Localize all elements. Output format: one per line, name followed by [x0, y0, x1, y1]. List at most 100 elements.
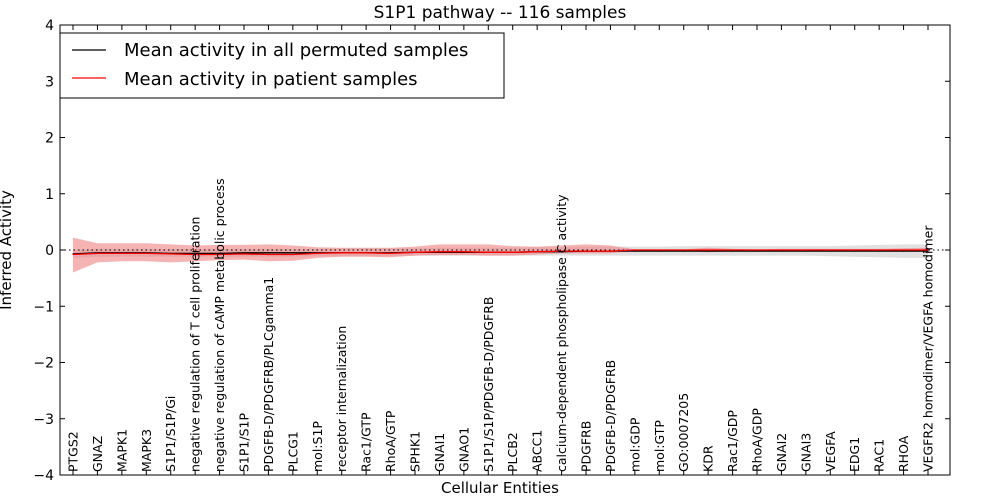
point-series-1-28 [756, 249, 758, 251]
x-tick-labels: PTGS2 GNAZ MAPK1 MAPK3 S1P1/S1P/Gi negative r… [66, 178, 936, 472]
point-series-0-32 [854, 250, 856, 252]
point-series-0-9 [292, 252, 294, 254]
x-tick-label: PLCB2 [505, 432, 520, 472]
plot-frame [59, 24, 951, 476]
legend-label-permuted: Mean activity in all permuted samples [124, 40, 468, 61]
y-tick-label: −4 [33, 468, 54, 484]
point-series-1-4 [170, 253, 172, 255]
point-series-0-25 [683, 250, 685, 252]
band-series-1 [73, 237, 928, 273]
y-tick-label: 1 [45, 187, 54, 203]
point-series-1-3 [145, 252, 147, 254]
y-tick-label: 0 [45, 243, 54, 259]
point-series-0-7 [243, 252, 245, 254]
point-series-1-0 [72, 253, 74, 256]
x-tick-label: PTGS2 [66, 431, 81, 472]
x-tick-label: ABCC1 [530, 430, 545, 472]
point-series-0-8 [267, 252, 270, 254]
point-series-1-25 [683, 249, 685, 251]
y-axis-label: Inferred Activity [0, 190, 15, 310]
point-series-1-7 [243, 253, 245, 255]
x-tick-label: mol:GDP [627, 417, 642, 472]
point-series-0-28 [756, 250, 758, 252]
point-series-1-22 [609, 250, 612, 252]
x-tick-label: RAC1 [872, 439, 887, 472]
x-tick-label: PDGFRB [579, 421, 594, 472]
x-tick-label: mol:GTP [652, 420, 667, 472]
x-tick-label: S1P1/S1P [237, 413, 252, 472]
x-tick-label: negative regulation of cAMP metabolic pr… [212, 178, 227, 472]
point-series-0-33 [878, 250, 880, 252]
point-series-1-31 [829, 249, 831, 251]
legend: Mean activity in all permuted samples Me… [59, 32, 505, 99]
point-series-1-10 [316, 252, 318, 254]
legend-label-patient: Mean activity in patient samples [124, 69, 418, 90]
x-tick-label: Rac1/GTP [359, 412, 374, 472]
x-tick-label: MAPK3 [139, 429, 154, 472]
point-series-1-8 [267, 253, 270, 256]
point-series-1-23 [634, 249, 636, 251]
y-tick-label: 4 [45, 18, 54, 34]
y-tick-label: 3 [45, 74, 54, 90]
x-tick-label: MAPK1 [114, 429, 129, 472]
x-tick-label: SPHK1 [408, 431, 423, 472]
x-tick-label: mol:S1P [310, 421, 325, 472]
point-series-1-13 [389, 252, 392, 254]
x-tick-label: GNAI3 [798, 433, 813, 472]
y-tick-labels: −4 −3 −2 −1 0 1 2 3 4 [33, 18, 54, 484]
point-series-0-23 [634, 250, 636, 252]
point-series-0-35 [927, 250, 929, 252]
x-tick-label: GNAZ [90, 436, 105, 472]
x-tick-label: GNAI2 [774, 433, 789, 472]
point-series-1-15 [438, 251, 441, 253]
point-series-0-27 [731, 250, 734, 252]
x-tick-label: GNAO1 [456, 427, 471, 472]
x-tick-label: calcium-dependent phospholipase C activi… [554, 194, 569, 472]
point-series-1-12 [365, 252, 367, 254]
x-tick-label: RhoA/GTP [383, 410, 398, 472]
point-series-1-17 [487, 251, 489, 253]
point-series-1-29 [780, 249, 783, 251]
point-series-0-26 [707, 250, 709, 252]
x-tick-label: RhoA/GDP [750, 408, 765, 472]
point-series-1-24 [658, 249, 660, 251]
point-series-1-34 [902, 249, 905, 251]
x-tick-label: GNAI1 [432, 433, 447, 472]
line-series-1 [72, 249, 928, 256]
point-series-0-5 [194, 252, 196, 254]
point-series-1-2 [121, 252, 123, 254]
y-tick-label: −3 [33, 412, 54, 428]
x-tick-label: negative regulation of T cell proliferat… [188, 217, 203, 472]
x-tick-label: PDGFB-D/PDGFRB/PLCgamma1 [261, 277, 276, 472]
point-series-0-34 [902, 250, 905, 252]
x-tick-label: PLCG1 [285, 431, 300, 472]
point-series-1-16 [463, 251, 465, 253]
x-tick-label: S1P1/S1P/Gi [163, 396, 178, 472]
point-series-1-20 [560, 250, 563, 252]
x-tick-label: VEGFR2 homodimer/VEGFA homodimer [921, 225, 936, 472]
point-series-1-9 [292, 253, 294, 256]
x-tick-label: receptor internalization [334, 326, 349, 472]
point-series-1-19 [536, 251, 538, 253]
point-series-0-31 [829, 250, 831, 252]
point-series-1-5 [194, 253, 196, 256]
x-tick-label: S1P1/S1P/PDGFB-D/PDGFRB [481, 297, 496, 473]
point-series-1-11 [341, 252, 343, 254]
legend-box [59, 32, 505, 99]
point-series-1-14 [414, 251, 416, 253]
x-tick-label: KDR [701, 445, 716, 472]
point-series-0-6 [218, 252, 221, 254]
point-series-1-6 [218, 253, 221, 256]
x-tick-label: VEGFA [823, 431, 838, 472]
point-series-0-30 [805, 250, 807, 252]
point-series-1-27 [731, 249, 734, 251]
y-tick-label: −2 [33, 356, 54, 372]
point-series-1-30 [805, 249, 807, 251]
point-series-1-32 [854, 249, 856, 251]
y-tick-label: 2 [45, 131, 54, 147]
x-tick-label: PDGFB-D/PDGFRB [603, 360, 618, 472]
point-series-1-18 [512, 251, 514, 253]
x-tick-label: RHOA [896, 435, 911, 472]
x-tick-label: Rac1/GDP [725, 410, 740, 472]
